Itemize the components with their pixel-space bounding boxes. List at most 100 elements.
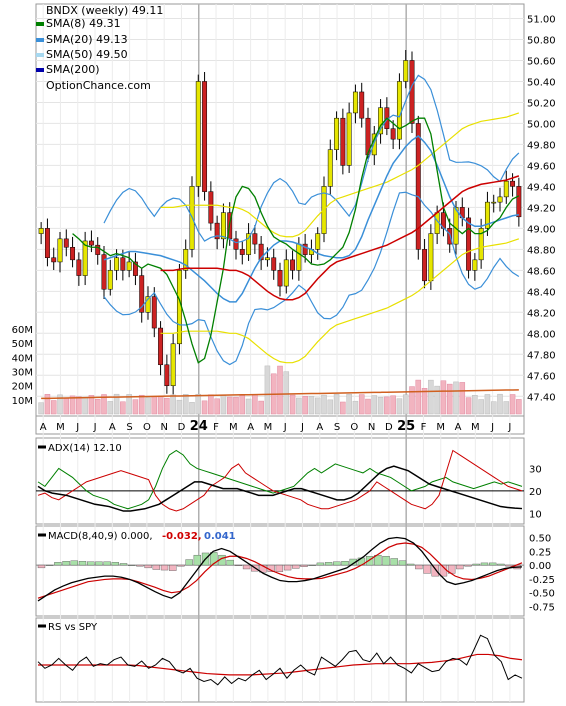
date-tick-label: J (507, 422, 511, 433)
adx-lines: 30 20 10 (36, 449, 542, 520)
candle-body (396, 81, 402, 140)
volume-bars (38, 365, 522, 415)
macd-histogram-bar (324, 562, 333, 566)
macd-histogram-bar (62, 561, 70, 566)
price-tick-label: 51.00 (527, 14, 556, 25)
legend-swatch-sma8 (36, 22, 44, 26)
volume-tick-label: 40M (12, 353, 33, 364)
macd-histogram-bar (193, 554, 202, 566)
volume-bar (126, 394, 132, 415)
macd-histogram-bar (316, 562, 325, 566)
candle-body (252, 233, 258, 245)
candle-body (352, 91, 358, 114)
volume-bar (170, 394, 176, 415)
price-tick-label: 49.80 (527, 140, 556, 151)
adx-line (37, 465, 523, 512)
legend-sma20: SMA(20) 49.13 (46, 33, 128, 46)
rs-average-line (38, 653, 523, 676)
volume-tick-label: 20M (12, 382, 33, 393)
candle-body (107, 270, 113, 290)
volume-bar (69, 395, 76, 415)
price-tick-label: 47.60 (527, 371, 556, 382)
watermark: OptionChance.com (46, 79, 151, 92)
price-axis: 51.00 50.80 50.60 50.40 50.20 50.00 49.80 49.60… (527, 14, 556, 403)
macd-histogram-bar (456, 564, 464, 570)
moving-averages (72, 74, 520, 366)
candle-body (164, 364, 170, 387)
candle-body (76, 259, 82, 276)
volume-bar (176, 399, 183, 415)
candle-body (214, 222, 220, 240)
macd-title: MACD(8,40,9) 0.000, (48, 531, 153, 542)
price-tick-label: 50.60 (527, 56, 556, 67)
macd-tick-label: -0.50 (529, 589, 555, 600)
volume-average-line (41, 389, 519, 400)
candle-body (183, 249, 189, 271)
price-tick-label: 48.20 (527, 308, 556, 319)
macd-value-label: -0.032, (162, 531, 202, 542)
date-axis: A M J J A S O N D 24 F M A M J J A S O N D 25 F M A M J J (40, 419, 512, 434)
volume-bar (340, 401, 346, 415)
candle-body (497, 196, 503, 203)
candle-body (466, 217, 472, 271)
volume-bar (509, 394, 516, 415)
candle-body (447, 228, 453, 245)
date-tick-label: O (143, 422, 151, 433)
date-tick-label: M (56, 422, 65, 433)
volume-bar (358, 394, 365, 415)
candle-body (302, 243, 308, 255)
date-tick-label: M (264, 422, 273, 433)
sma20-line (103, 135, 519, 303)
price-tick-label: 50.40 (527, 77, 556, 88)
macd-histogram-bar (464, 564, 472, 567)
price-tick-label: 48.60 (527, 266, 556, 277)
candle-body (51, 257, 57, 263)
macd-tick-label: 0.25 (529, 547, 551, 558)
candle-body (378, 107, 384, 135)
candle-body (139, 275, 145, 313)
candle-body (95, 244, 101, 255)
volume-bar (289, 394, 296, 415)
legend-swatch-sma20 (36, 38, 44, 42)
macd-histogram-bar (128, 564, 136, 566)
macd-histogram-bar (46, 564, 54, 566)
date-tick-label: M (436, 422, 445, 433)
price-tick-label: 48.80 (527, 245, 556, 256)
macd-histogram-bar (308, 564, 316, 566)
envelope-upper-line (160, 112, 520, 238)
date-tick-label: 24 (190, 419, 208, 434)
legend-sma200: SMA(200) (46, 63, 100, 76)
date-tick-label: J (93, 422, 97, 433)
volume-bar (132, 399, 139, 415)
volume-bar (233, 396, 239, 415)
volume-bar (459, 382, 466, 415)
price-tick-label: 49.40 (527, 182, 556, 193)
date-tick-label: J (300, 422, 304, 433)
candle-body (290, 259, 296, 271)
macd-histogram-bar (292, 564, 300, 569)
date-tick-label: A (455, 422, 462, 433)
candle-body (258, 243, 264, 261)
volume-bar (164, 397, 170, 415)
volume-bar (195, 393, 202, 415)
volume-bar (208, 394, 214, 415)
macd-histogram-bar (54, 562, 62, 566)
candle-body (359, 91, 365, 119)
macd-histogram-bar (406, 563, 415, 566)
candle-body (277, 270, 283, 287)
macd-histogram-bar (398, 560, 407, 566)
volume-bar (157, 395, 164, 415)
envelope-lower-line (160, 238, 520, 364)
chart-title: BNDX (weekly) 49.11 (46, 4, 163, 17)
volume-bar (245, 398, 252, 415)
candle-body (239, 249, 245, 255)
date-tick-label: F (421, 422, 427, 433)
macd-histogram-bar (136, 564, 144, 567)
volume-bar (76, 396, 82, 415)
candle-body (88, 240, 94, 246)
candle-body (264, 257, 270, 261)
macd-tick-label: 0.50 (529, 534, 551, 545)
volume-bar (189, 402, 195, 415)
date-tick-label: J (283, 422, 287, 433)
